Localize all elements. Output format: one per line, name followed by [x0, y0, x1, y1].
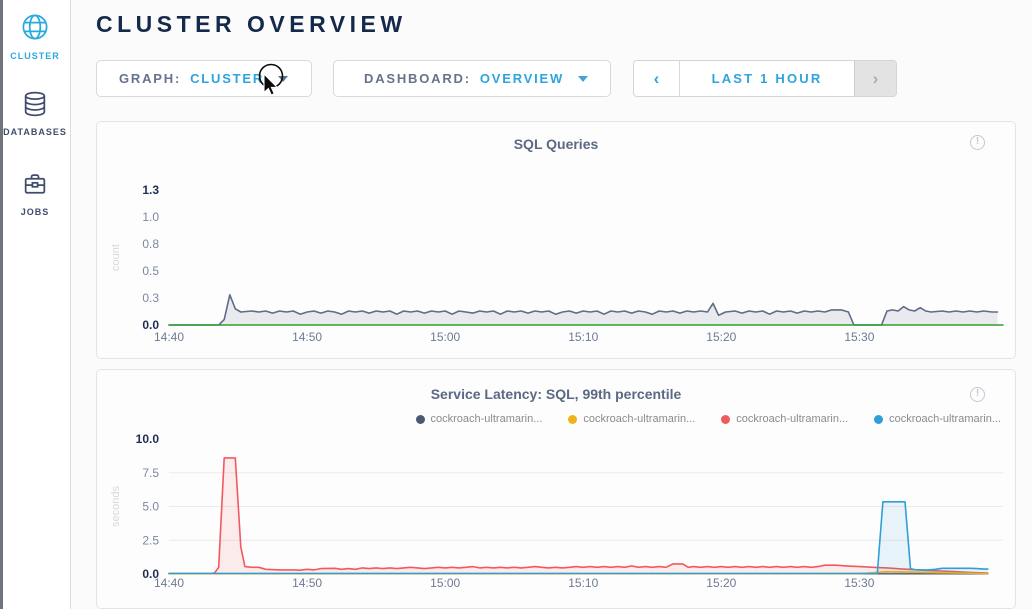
time-range-next-button[interactable]: ›	[854, 61, 896, 96]
svg-text:1.3: 1.3	[142, 183, 159, 197]
svg-text:14:40: 14:40	[154, 330, 184, 344]
legend-item: cockroach-ultramarin...	[721, 413, 848, 425]
legend-item: cockroach-ultramarin...	[415, 413, 543, 425]
legend-dot	[415, 414, 425, 424]
svg-text:15:00: 15:00	[430, 330, 460, 344]
globe-icon	[22, 14, 48, 40]
graph-dropdown-value: CLUSTER	[190, 71, 265, 86]
svg-text:14:50: 14:50	[292, 330, 322, 344]
sidebar: CLUSTER DATABASES JOBS	[0, 0, 71, 609]
dashboard-dropdown-label: DASHBOARD:	[364, 71, 471, 86]
legend-label: cockroach-ultramarin...	[736, 413, 849, 425]
window-edge-strip	[0, 0, 3, 609]
time-range-selector: ‹ LAST 1 HOUR ›	[633, 60, 897, 97]
svg-text:0.5: 0.5	[142, 264, 159, 278]
sql-queries-chart: 0.0 0.3 0.5 0.8 1.0 1.3 14:40 14:50 15:00 15:10 15…	[110, 183, 1004, 344]
sidebar-item-label: DATABASES	[3, 127, 67, 137]
svg-text:2.5: 2.5	[142, 533, 159, 547]
svg-text:0.0: 0.0	[142, 567, 159, 581]
sidebar-item-cluster[interactable]: CLUSTER	[0, 12, 70, 61]
legend-item: cockroach-ultramarin...	[874, 413, 1001, 425]
svg-text:0.8: 0.8	[142, 237, 159, 251]
legend-label: cockroach-ultramarin...	[583, 413, 696, 425]
chart-title: Service Latency: SQL, 99th percentile	[430, 386, 682, 402]
info-icon[interactable]: !	[970, 135, 985, 150]
sidebar-item-databases[interactable]: DATABASES	[0, 90, 70, 137]
briefcase-icon	[24, 174, 46, 194]
database-icon	[24, 91, 46, 117]
chevron-down-icon	[578, 75, 589, 82]
time-range-label[interactable]: LAST 1 HOUR	[711, 71, 823, 86]
legend-dot	[874, 414, 884, 424]
legend-label: cockroach-ultramarin...	[889, 413, 1001, 425]
svg-text:7.5: 7.5	[142, 466, 159, 480]
legend-dot	[568, 414, 578, 424]
sidebar-item-jobs[interactable]: JOBS	[0, 170, 70, 217]
svg-text:15:00: 15:00	[430, 576, 460, 590]
svg-text:15:20: 15:20	[706, 576, 736, 590]
graph-dropdown[interactable]: GRAPH: CLUSTER	[96, 60, 312, 97]
dashboard-dropdown-value: OVERVIEW	[479, 71, 565, 86]
service-latency-card: Service Latency: SQL, 99th percentile ! …	[96, 369, 1016, 609]
svg-text:15:10: 15:10	[568, 330, 598, 344]
legend-label: cockroach-ultramarin...	[430, 413, 543, 425]
svg-text:15:30: 15:30	[844, 330, 874, 344]
chart-legend: cockroach-ultramarin... cockroach-ultram…	[415, 413, 1001, 425]
svg-text:5.0: 5.0	[142, 500, 159, 514]
chevron-down-icon	[278, 75, 289, 82]
chart-title: SQL Queries	[513, 136, 599, 152]
svg-text:count: count	[110, 244, 122, 271]
legend-item: cockroach-ultramarin...	[568, 413, 695, 425]
legend-dot	[721, 414, 731, 424]
svg-text:seconds: seconds	[110, 486, 122, 527]
svg-text:15:30: 15:30	[844, 576, 874, 590]
svg-text:10.0: 10.0	[136, 432, 160, 446]
sidebar-item-label: JOBS	[20, 207, 50, 217]
svg-text:15:10: 15:10	[568, 576, 598, 590]
svg-text:1.0: 1.0	[142, 210, 159, 224]
dashboard-dropdown[interactable]: DASHBOARD: OVERVIEW	[333, 60, 611, 97]
info-icon[interactable]: !	[970, 387, 985, 402]
service-latency-chart: 0.0 2.5 5.0 7.5 10.0 14:40 14:50 15:00 15:10 15:2…	[110, 432, 1003, 590]
svg-text:0.0: 0.0	[142, 318, 159, 332]
graph-dropdown-label: GRAPH:	[119, 71, 182, 86]
page-title: CLUSTER OVERVIEW	[96, 11, 407, 37]
time-range-prev-button[interactable]: ‹	[634, 61, 680, 96]
svg-text:14:40: 14:40	[154, 576, 184, 590]
sidebar-item-label: CLUSTER	[10, 51, 60, 61]
sql-queries-card: SQL Queries ! 0.0 0.3 0.5 0.8 1.0 1.3 14:40 14:…	[96, 121, 1016, 359]
svg-text:0.3: 0.3	[142, 291, 159, 305]
svg-text:15:20: 15:20	[706, 330, 736, 344]
svg-text:14:50: 14:50	[292, 576, 322, 590]
